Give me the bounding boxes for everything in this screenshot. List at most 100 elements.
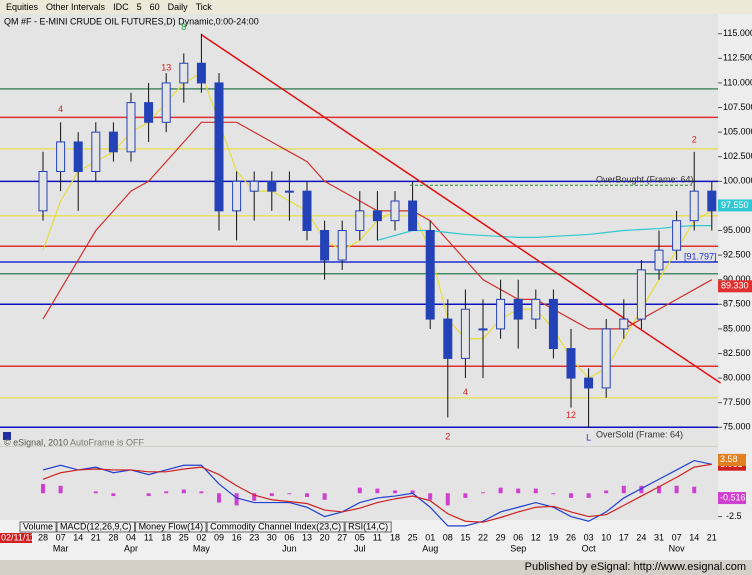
count-label: L [586, 432, 591, 442]
x-tick-label: 10 [601, 532, 611, 542]
price-box [718, 280, 752, 293]
candle-body [91, 131, 101, 172]
x-tick-label: 11 [373, 532, 382, 542]
toolbar-item[interactable]: 60 [149, 2, 160, 12]
y-tick-label: 100.000 [723, 176, 752, 186]
macd-histogram [569, 493, 573, 498]
macd-histogram [217, 493, 221, 503]
toolbar-item[interactable]: Tick [195, 2, 212, 12]
candle-body [408, 200, 418, 232]
x-tick-label: 23 [249, 532, 259, 542]
macd-histogram [410, 490, 415, 494]
candle-body [320, 230, 330, 261]
indicator-tab[interactable]: MACD(12,26,9,C) [60, 521, 132, 531]
tab-frame [344, 521, 392, 533]
indicator-tab[interactable]: Commodity Channel Index(23,C) [210, 521, 341, 531]
macd-histogram [287, 493, 292, 495]
macd-histogram [463, 493, 468, 498]
macd-histogram [516, 488, 521, 494]
macd-histogram [41, 483, 45, 494]
candle-body [601, 328, 611, 389]
y-tick-label: 115.000 [723, 28, 752, 38]
cursor-date: 02/11/11 [1, 532, 35, 542]
macd-histogram [639, 485, 644, 494]
indicator-tab[interactable]: Money Flow(14) [139, 521, 204, 531]
macd-histogram [58, 485, 63, 494]
oversold-label: OverSold (Frame: 64) [596, 430, 683, 440]
level-label: [91.797] [684, 251, 717, 261]
macd-histogram [657, 485, 661, 494]
x-tick-label: 26 [566, 532, 576, 542]
candle-body [337, 230, 347, 261]
y-tick-label: 92.500 [723, 249, 751, 259]
autoframe: AutoFrame is OFF [70, 437, 145, 447]
candle-body [619, 318, 629, 330]
x-tick-label: 14 [73, 532, 83, 542]
x-tick-label: 07 [56, 532, 66, 542]
candle-body [513, 298, 523, 320]
x-tick-label: 27 [337, 532, 347, 542]
candle-body [249, 180, 259, 192]
month-label: May [193, 543, 211, 553]
candle-body [636, 269, 646, 320]
y-tick-label: 90.000 [723, 274, 751, 284]
month-label: Apr [124, 543, 138, 553]
price-box-label: 97.550 [721, 200, 749, 210]
x-tick-label: 14 [689, 532, 699, 542]
tab-frame [56, 521, 136, 533]
toolbar-item[interactable]: Other Intervals [46, 2, 106, 12]
count-label: 12 [566, 410, 576, 420]
indicator-tab[interactable]: Volume [23, 521, 53, 531]
price-box [718, 199, 752, 212]
macd-box-label: -0.516 [720, 492, 746, 502]
y-tick-label: 95.000 [723, 225, 751, 235]
x-tick-label: 03 [584, 532, 594, 542]
month-label: Nov [669, 543, 686, 553]
x-tick-label: 25 [179, 532, 189, 542]
cursor-date-bg [0, 533, 32, 543]
y-tick-label: 80.000 [723, 372, 751, 382]
p-marker [3, 432, 11, 440]
macd-histogram [692, 486, 697, 494]
macd-box-label: 3.58 [720, 454, 738, 464]
indicator-tab[interactable]: RSI(14,C) [348, 521, 388, 531]
candle-body [284, 190, 294, 193]
toolbar-item[interactable]: IDC [113, 2, 129, 12]
candle-body [232, 180, 242, 212]
y-tick-label: 112.500 [723, 53, 752, 63]
x-tick-label: 22 [478, 532, 488, 542]
x-tick-label: 16 [232, 532, 242, 542]
candle-body [566, 348, 576, 379]
month-label: Jun [282, 543, 297, 553]
x-tick-label: 04 [126, 532, 136, 542]
candle-body [672, 220, 682, 251]
x-tick-label: 09 [214, 532, 224, 542]
footer: Published by eSignal: http://www.esignal… [524, 561, 746, 573]
candle-body [179, 62, 189, 84]
macd-histogram [181, 489, 186, 494]
macd-histogram [146, 493, 151, 497]
macd-histogram [481, 492, 485, 494]
x-tick-label: 31 [654, 532, 664, 542]
candle-body [496, 298, 506, 330]
toolbar-item[interactable]: Daily [167, 2, 188, 12]
x-tick-label: 01 [425, 532, 435, 542]
macd-histogram [252, 493, 257, 501]
candle-body [531, 298, 541, 320]
macd-histogram [604, 490, 609, 494]
toolbar-item[interactable]: Equities [6, 2, 39, 12]
y-tick-label: 75.000 [723, 422, 751, 432]
x-tick-label: 30 [267, 532, 277, 542]
month-label: Jul [354, 543, 366, 553]
price-axis [718, 14, 752, 520]
macd-histogram [93, 491, 98, 494]
x-tick-label: 06 [513, 532, 523, 542]
x-tick-label: 18 [390, 532, 400, 542]
toolbar-item[interactable]: 5 [136, 2, 142, 12]
month-label: Oct [582, 543, 597, 553]
macd-histogram [445, 493, 450, 506]
macd-histogram [269, 493, 274, 497]
x-tick-label: 18 [161, 532, 171, 542]
candle-body [196, 62, 206, 84]
x-tick-label: 24 [636, 532, 646, 542]
